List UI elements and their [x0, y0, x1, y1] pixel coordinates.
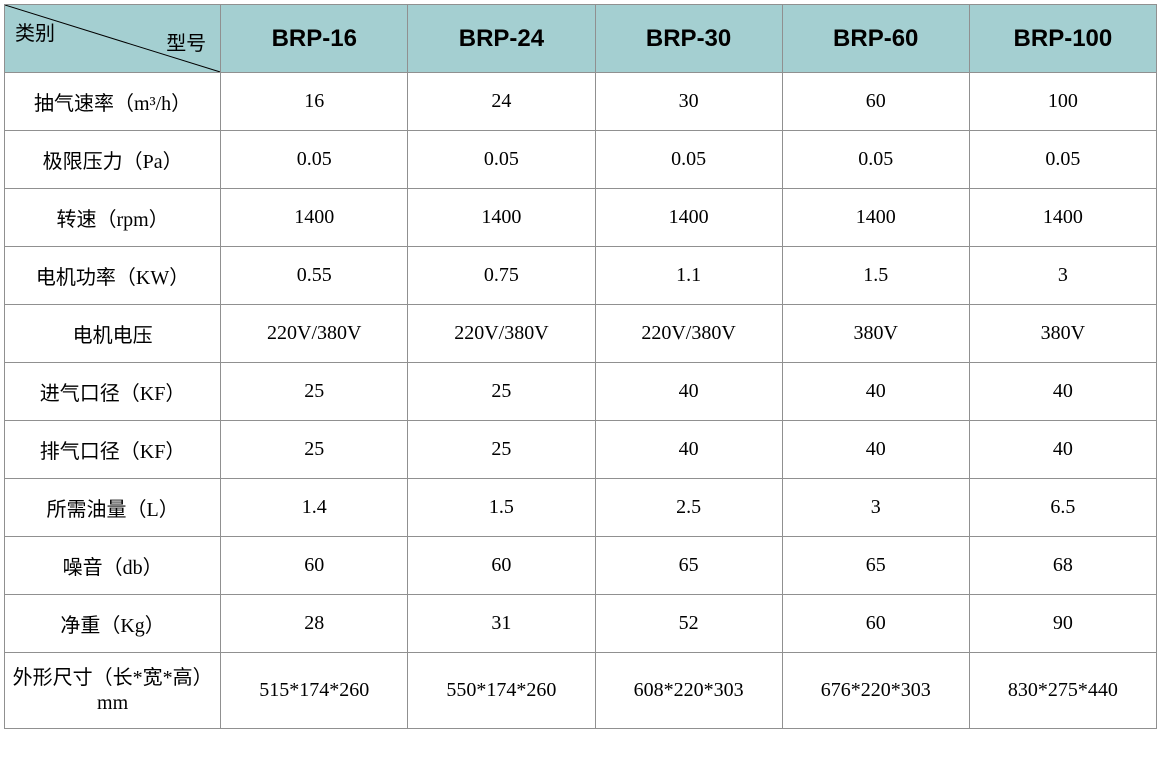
cell: 25 [408, 363, 595, 421]
row-label: 净重（Kg） [5, 595, 221, 653]
cell: 6.5 [969, 479, 1156, 537]
row-label: 排气口径（KF） [5, 421, 221, 479]
spec-table: 类别 型号 BRP-16 BRP-24 BRP-30 BRP-60 BRP-10… [4, 4, 1157, 729]
cell: 608*220*303 [595, 653, 782, 729]
cell: 25 [221, 421, 408, 479]
cell: 25 [221, 363, 408, 421]
cell: 0.55 [221, 247, 408, 305]
cell: 220V/380V [595, 305, 782, 363]
cell: 0.05 [408, 131, 595, 189]
cell: 1.5 [408, 479, 595, 537]
cell: 90 [969, 595, 1156, 653]
table-body: 抽气速率（m³/h）16243060100极限压力（Pa）0.050.050.0… [5, 73, 1157, 729]
cell: 1.5 [782, 247, 969, 305]
corner-label-model: 型号 [166, 27, 206, 56]
header-model-3: BRP-60 [782, 5, 969, 73]
cell: 1400 [595, 189, 782, 247]
cell: 380V [969, 305, 1156, 363]
table-row: 排气口径（KF）2525404040 [5, 421, 1157, 479]
cell: 220V/380V [408, 305, 595, 363]
cell: 25 [408, 421, 595, 479]
header-corner-cell: 类别 型号 [5, 5, 221, 73]
corner-label-category: 类别 [15, 17, 55, 46]
cell: 40 [969, 363, 1156, 421]
cell: 1400 [782, 189, 969, 247]
table-row: 外形尺寸（长*宽*高）mm515*174*260550*174*260608*2… [5, 653, 1157, 729]
cell: 40 [595, 363, 782, 421]
header-model-1: BRP-24 [408, 5, 595, 73]
cell: 0.05 [221, 131, 408, 189]
cell: 65 [782, 537, 969, 595]
cell: 1400 [969, 189, 1156, 247]
cell: 3 [969, 247, 1156, 305]
cell: 24 [408, 73, 595, 131]
cell: 100 [969, 73, 1156, 131]
cell: 515*174*260 [221, 653, 408, 729]
cell: 676*220*303 [782, 653, 969, 729]
row-label: 进气口径（KF） [5, 363, 221, 421]
cell: 60 [221, 537, 408, 595]
table-row: 净重（Kg）2831526090 [5, 595, 1157, 653]
cell: 1400 [221, 189, 408, 247]
cell: 40 [595, 421, 782, 479]
table-row: 电机电压220V/380V220V/380V220V/380V380V380V [5, 305, 1157, 363]
row-label: 噪音（db） [5, 537, 221, 595]
cell: 550*174*260 [408, 653, 595, 729]
cell: 60 [782, 73, 969, 131]
cell: 2.5 [595, 479, 782, 537]
cell: 52 [595, 595, 782, 653]
table-row: 抽气速率（m³/h）16243060100 [5, 73, 1157, 131]
table-row: 转速（rpm）14001400140014001400 [5, 189, 1157, 247]
row-label: 所需油量（L） [5, 479, 221, 537]
cell: 0.05 [969, 131, 1156, 189]
cell: 16 [221, 73, 408, 131]
cell: 40 [782, 363, 969, 421]
cell: 1.4 [221, 479, 408, 537]
header-model-4: BRP-100 [969, 5, 1156, 73]
table-header-row: 类别 型号 BRP-16 BRP-24 BRP-30 BRP-60 BRP-10… [5, 5, 1157, 73]
table-row: 进气口径（KF）2525404040 [5, 363, 1157, 421]
cell: 0.75 [408, 247, 595, 305]
cell: 68 [969, 537, 1156, 595]
cell: 60 [782, 595, 969, 653]
cell: 830*275*440 [969, 653, 1156, 729]
row-label: 转速（rpm） [5, 189, 221, 247]
row-label: 电机功率（KW） [5, 247, 221, 305]
cell: 380V [782, 305, 969, 363]
cell: 60 [408, 537, 595, 595]
cell: 40 [782, 421, 969, 479]
cell: 31 [408, 595, 595, 653]
table-row: 噪音（db）6060656568 [5, 537, 1157, 595]
cell: 30 [595, 73, 782, 131]
cell: 65 [595, 537, 782, 595]
row-label: 极限压力（Pa） [5, 131, 221, 189]
header-model-0: BRP-16 [221, 5, 408, 73]
table-row: 所需油量（L）1.41.52.536.5 [5, 479, 1157, 537]
cell: 1400 [408, 189, 595, 247]
header-model-2: BRP-30 [595, 5, 782, 73]
cell: 1.1 [595, 247, 782, 305]
row-label: 抽气速率（m³/h） [5, 73, 221, 131]
cell: 0.05 [595, 131, 782, 189]
table-row: 极限压力（Pa）0.050.050.050.050.05 [5, 131, 1157, 189]
table-row: 电机功率（KW）0.550.751.11.53 [5, 247, 1157, 305]
row-label: 外形尺寸（长*宽*高）mm [5, 653, 221, 729]
cell: 220V/380V [221, 305, 408, 363]
row-label: 电机电压 [5, 305, 221, 363]
cell: 28 [221, 595, 408, 653]
cell: 3 [782, 479, 969, 537]
cell: 0.05 [782, 131, 969, 189]
cell: 40 [969, 421, 1156, 479]
